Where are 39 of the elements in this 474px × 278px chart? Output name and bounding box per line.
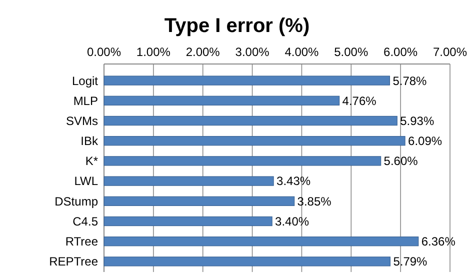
y-tick-label: MLP	[73, 94, 98, 108]
data-label: 3.43%	[276, 174, 311, 188]
y-tick-label: C4.5	[72, 214, 98, 228]
data-label: 6.09%	[408, 134, 442, 148]
bar	[104, 156, 382, 166]
bar	[104, 136, 406, 146]
bar	[104, 76, 390, 86]
y-tick-label: REPTree	[49, 254, 98, 269]
data-label: 3.40%	[275, 214, 310, 228]
x-tick-label: 7.00%	[432, 45, 468, 59]
chart-title: Type I error (%)	[164, 15, 310, 37]
data-label: 3.85%	[297, 194, 332, 208]
y-tick-label: DStump	[54, 194, 98, 208]
x-tick-label: 3.00%	[235, 45, 270, 59]
y-tick-label: Logit	[72, 74, 99, 88]
bar	[104, 216, 272, 226]
y-tick-label: K*	[85, 154, 98, 168]
data-label: 5.93%	[400, 114, 434, 128]
x-tick-label: 1.00%	[136, 45, 171, 59]
x-tick-label: 6.00%	[384, 45, 418, 59]
x-tick-label: 0.00%	[86, 45, 122, 59]
bar	[104, 176, 274, 186]
x-tick-label: 2.00%	[186, 45, 220, 59]
data-label: 6.36%	[421, 234, 456, 249]
bar	[104, 96, 340, 106]
y-tick-label: LWL	[74, 174, 98, 188]
data-label: 5.79%	[393, 254, 428, 269]
bar	[104, 116, 398, 126]
data-label: 5.60%	[384, 154, 418, 168]
data-label: 5.78%	[392, 74, 428, 88]
bar	[104, 236, 419, 246]
y-tick-label: SVMs	[66, 114, 98, 128]
y-tick-label: IBk	[80, 134, 99, 148]
bar	[104, 196, 295, 206]
x-tick-label: 5.00%	[334, 45, 368, 59]
bar	[104, 256, 390, 266]
x-tick-label: 4.00%	[284, 45, 320, 59]
y-tick-label: RTree	[65, 234, 98, 249]
data-label: 4.76%	[342, 94, 377, 108]
